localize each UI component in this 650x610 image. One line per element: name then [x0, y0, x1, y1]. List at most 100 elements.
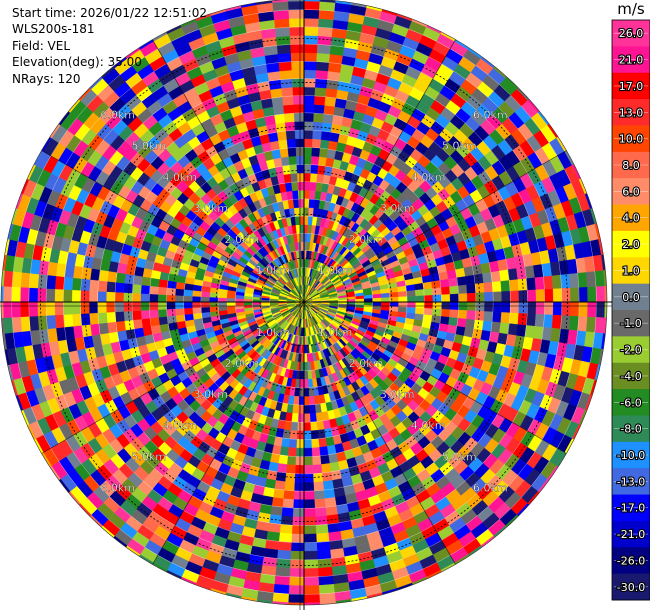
velocity-gate	[570, 301, 580, 317]
velocity-gate	[277, 52, 292, 63]
velocity-gate	[276, 463, 288, 474]
range-label: 1.0km	[318, 264, 353, 277]
velocity-gate	[363, 294, 373, 300]
velocity-gate	[20, 301, 30, 318]
velocity-gate	[321, 122, 333, 133]
velocity-gate	[381, 297, 391, 303]
velocity-gate	[140, 293, 150, 303]
velocity-gate	[303, 198, 310, 208]
velocity-gate	[303, 593, 320, 604]
velocity-gate	[291, 69, 305, 79]
velocity-gate	[526, 313, 537, 327]
instrument-text: WLS200s-181	[12, 22, 95, 37]
velocity-gate	[294, 121, 305, 131]
velocity-gate	[276, 130, 288, 141]
velocity-gate	[275, 35, 291, 46]
velocity-gate	[54, 301, 64, 316]
range-label: 4.0km	[163, 171, 198, 184]
velocity-gate	[303, 0, 321, 2]
velocity-gate	[284, 182, 293, 192]
velocity-gate	[303, 215, 309, 225]
velocity-gate	[587, 301, 597, 318]
velocity-gate	[509, 290, 520, 303]
velocity-gate	[174, 295, 184, 303]
velocity-gate	[282, 498, 294, 509]
velocity-gate	[492, 291, 502, 303]
velocity-gate	[192, 312, 203, 320]
velocity-gate	[184, 313, 194, 322]
velocity-gate	[293, 104, 305, 114]
velocity-gate	[303, 61, 317, 71]
velocity-gate	[270, 505, 283, 517]
velocity-gate	[114, 311, 125, 322]
velocity-gate	[577, 272, 588, 288]
velocity-gate	[466, 310, 476, 321]
velocity-gate	[449, 293, 459, 303]
velocity-gate	[313, 481, 324, 492]
range-label: 6.0km	[473, 481, 508, 494]
velocity-gate	[71, 289, 81, 303]
velocity-gate	[319, 454, 330, 465]
velocity-gate	[298, 198, 305, 208]
velocity-gate	[89, 323, 101, 336]
velocity-gate	[466, 283, 476, 294]
velocity-gate	[491, 311, 502, 323]
velocity-gate	[551, 274, 562, 290]
velocity-gate	[457, 284, 468, 295]
velocity-gate	[286, 138, 297, 149]
velocity-gate	[586, 271, 597, 288]
velocity-gate	[28, 287, 38, 303]
velocity-gate	[303, 155, 312, 165]
velocity-gate	[287, 147, 297, 157]
velocity-gate	[200, 296, 210, 303]
velocity-gate	[278, 454, 289, 465]
velocity-gate	[492, 301, 502, 313]
velocity-gate	[432, 294, 442, 303]
velocity-gate	[20, 286, 30, 303]
range-label: 3.0km	[194, 202, 229, 215]
velocity-gate	[285, 464, 296, 474]
velocity-gate	[422, 281, 433, 290]
velocity-gate	[586, 316, 597, 333]
velocity-gate	[114, 291, 124, 303]
velocity-gate	[37, 315, 48, 331]
velocity-gate	[149, 285, 159, 295]
velocity-gate	[310, 421, 318, 432]
elevation-text: Elevation(deg): 35.00	[12, 55, 142, 70]
velocity-gate	[297, 172, 305, 182]
velocity-gate	[424, 295, 434, 303]
velocity-gate	[124, 273, 135, 285]
velocity-gate	[448, 317, 459, 327]
velocity-gate	[432, 301, 442, 310]
velocity-gate	[149, 317, 160, 327]
velocity-gate	[291, 181, 299, 191]
velocity-gate	[312, 130, 323, 140]
range-label: 1.0km	[256, 326, 291, 339]
velocity-gate	[319, 139, 330, 150]
velocity-gate	[303, 379, 309, 389]
velocity-gate	[323, 488, 336, 499]
velocity-gate	[307, 378, 314, 389]
velocity-gate	[535, 301, 545, 315]
velocity-gate	[46, 274, 57, 290]
velocity-gate	[275, 122, 287, 133]
velocity-gate	[280, 515, 293, 526]
velocity-gate	[28, 301, 38, 317]
velocity-gate	[311, 147, 321, 157]
velocity-gate	[303, 52, 318, 62]
velocity-gate	[543, 275, 554, 290]
velocity-gate	[298, 396, 305, 406]
velocity-gate	[303, 516, 316, 526]
velocity-gate	[544, 288, 554, 303]
velocity-gate	[175, 314, 186, 323]
velocity-gate	[314, 87, 327, 97]
range-label: 1.0km	[256, 264, 291, 277]
velocity-gate	[226, 297, 236, 303]
velocity-gate	[310, 164, 319, 174]
velocity-gate	[63, 276, 74, 291]
velocity-gate	[303, 95, 315, 105]
velocity-gate	[278, 61, 293, 72]
velocity-gate	[37, 287, 47, 303]
velocity-gate	[415, 301, 425, 309]
velocity-gate	[142, 326, 153, 337]
